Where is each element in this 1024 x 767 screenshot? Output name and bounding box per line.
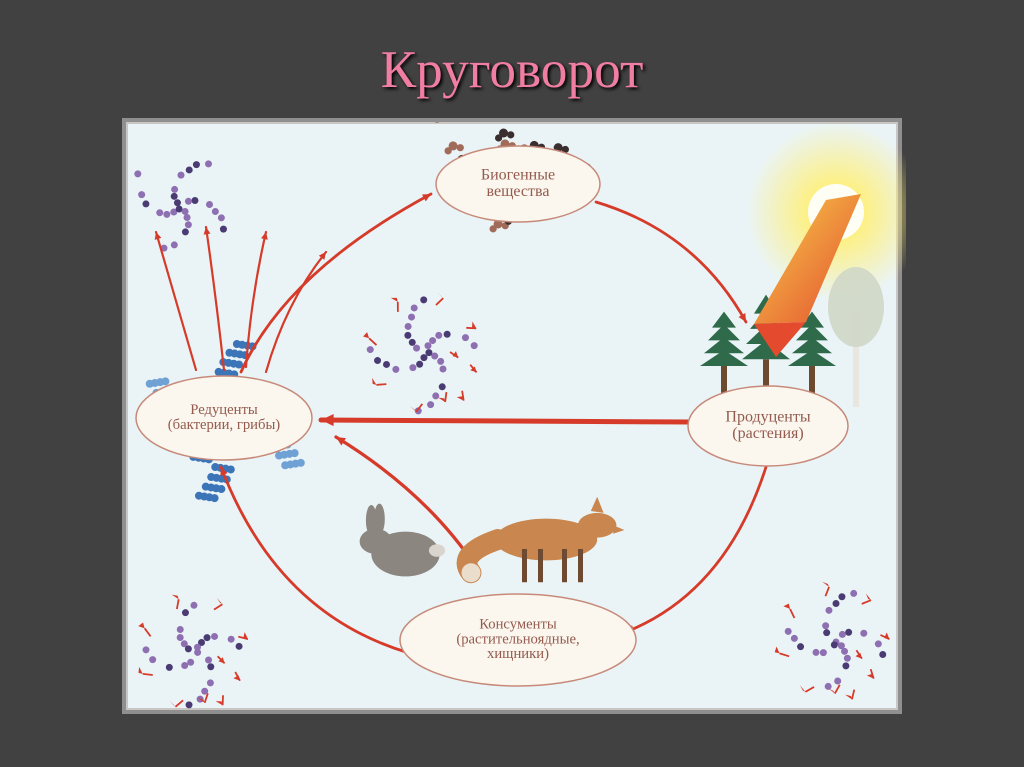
arrow-a9 <box>204 227 224 370</box>
arrow-a10 <box>155 232 196 370</box>
mini-arrows-sc-mid <box>363 292 477 412</box>
node-label-producers-l0: Продуценты <box>725 409 810 426</box>
page-title: Круговорот <box>0 38 1024 100</box>
diagram-svg: Биогенныевещества Продуценты(растения) Кон… <box>126 122 906 718</box>
slide-stage: Круговорот БиогенныевеществаПродуценты(р… <box>0 0 1024 767</box>
node-label-reducers-l0: Редуценты <box>190 402 258 418</box>
arrow-a2 <box>626 467 766 632</box>
node-label-consumers-l1: (растительноядные, <box>456 631 579 647</box>
scatter-sc-tl <box>134 160 227 251</box>
node-label-reducers-l1: (бактерии, грибы) <box>168 417 281 433</box>
node-consumers: Консументы(растительноядные,хищники) <box>400 594 636 686</box>
arrow-a5 <box>321 414 691 426</box>
mini-arrows-sc-bl <box>138 595 248 707</box>
scatter-sc-bl <box>142 602 242 709</box>
node-label-consumers-l0: Консументы <box>479 617 557 633</box>
fox-icon <box>462 497 625 583</box>
node-label-consumers-l2: хищники) <box>487 646 549 662</box>
arrow-a1 <box>596 202 746 322</box>
node-label-producers-l1: (растения) <box>732 425 803 442</box>
node-reducers: Редуценты(бактерии, грибы) <box>136 376 312 460</box>
node-label-biogenic-l0: Биогенные <box>481 167 555 184</box>
node-producers: Продуценты(растения) <box>688 386 848 466</box>
node-biogenic: Биогенныевещества <box>436 146 600 222</box>
node-label-biogenic-l1: вещества <box>487 183 550 200</box>
arrow-a7 <box>266 252 326 372</box>
cycle-diagram: Биогенныевещества Продуценты(растения) Кон… <box>122 118 902 714</box>
arrow-a4 <box>241 194 431 372</box>
tree-3 <box>828 267 884 407</box>
